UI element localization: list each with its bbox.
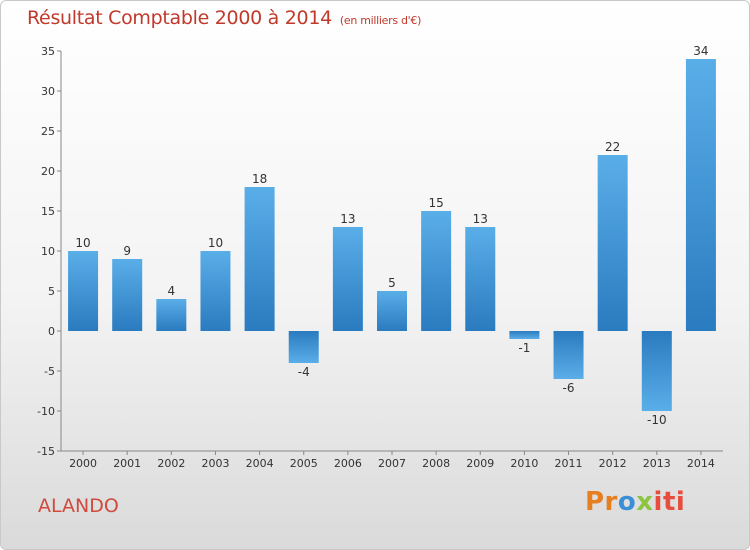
commune-name: ALANDO xyxy=(38,495,119,517)
data-label-2008: 15 xyxy=(428,196,443,210)
bar-2012 xyxy=(597,155,628,331)
chart-unit: (en milliers d'€) xyxy=(339,14,422,27)
x-tick-label: 2002 xyxy=(157,457,185,470)
y-tick-label: 20 xyxy=(41,165,55,178)
y-tick-label: 10 xyxy=(41,245,55,258)
bar-2008 xyxy=(421,211,452,331)
logo-part-3: x xyxy=(636,487,654,517)
x-tick-label: 2013 xyxy=(643,457,671,470)
data-label-2010: -1 xyxy=(518,341,530,355)
data-label-2002: 4 xyxy=(168,284,176,298)
data-label-2003: 10 xyxy=(208,236,223,250)
logo-part-4: iti xyxy=(653,487,686,517)
bar-2007 xyxy=(377,291,407,331)
y-tick-label: 15 xyxy=(41,205,55,218)
data-label-2014: 34 xyxy=(693,44,708,58)
y-tick-label: 30 xyxy=(41,85,55,98)
bar-2002 xyxy=(156,299,187,331)
logo-part-1: Pr xyxy=(585,487,618,517)
x-tick-label: 2000 xyxy=(69,457,97,470)
bar-2011 xyxy=(553,331,584,379)
y-tick-label: 25 xyxy=(41,125,55,138)
data-label-2001: 9 xyxy=(123,244,131,258)
y-tick-label: 0 xyxy=(48,325,55,338)
x-tick-label: 2004 xyxy=(246,457,274,470)
data-label-2000: 10 xyxy=(75,236,90,250)
x-tick-label: 2005 xyxy=(290,457,318,470)
y-tick-label: 5 xyxy=(48,285,55,298)
proxiti-logo: Proxiti xyxy=(585,487,685,517)
logo-part-2: o xyxy=(617,487,637,517)
x-tick-label: 2010 xyxy=(510,457,538,470)
x-tick-label: 2014 xyxy=(687,457,715,470)
data-label-2006: 13 xyxy=(340,212,355,226)
y-tick-label: -5 xyxy=(44,365,55,378)
x-tick-label: 2008 xyxy=(422,457,450,470)
x-tick-label: 2012 xyxy=(599,457,627,470)
bar-2009 xyxy=(465,227,496,331)
x-tick-label: 2006 xyxy=(334,457,362,470)
data-label-2005: -4 xyxy=(298,365,310,379)
bar-2004 xyxy=(244,187,275,331)
bar-2000 xyxy=(68,251,99,331)
bar-2005 xyxy=(288,331,319,363)
y-tick-label: 35 xyxy=(41,45,55,58)
bar-2014 xyxy=(685,59,716,331)
x-tick-label: 2011 xyxy=(555,457,583,470)
data-label-2004: 18 xyxy=(252,172,267,186)
chart-labels: 10 9 4 10 18 -4 13 5 15 13 -1 -6 22 -10 34 xyxy=(75,44,708,427)
chart-title: Résultat Comptable 2000 à 2014 (en millie… xyxy=(27,7,421,29)
data-label-2009: 13 xyxy=(473,212,488,226)
x-tick-label: 2009 xyxy=(466,457,494,470)
data-label-2013: -10 xyxy=(647,413,667,427)
bar-2001 xyxy=(112,259,143,331)
x-tick-label: 2001 xyxy=(113,457,141,470)
y-tick-label: -15 xyxy=(37,445,55,458)
bar-2006 xyxy=(332,227,363,331)
chart-bars xyxy=(68,59,716,411)
x-tick-label: 2007 xyxy=(378,457,406,470)
bar-2013 xyxy=(641,331,672,411)
bar-2003 xyxy=(200,251,231,331)
x-tick-label: 2003 xyxy=(201,457,229,470)
data-label-2007: 5 xyxy=(388,276,396,290)
data-label-2012: 22 xyxy=(605,140,620,154)
data-label-2011: -6 xyxy=(563,381,575,395)
chart-title-text: Résultat Comptable 2000 à 2014 xyxy=(27,7,332,29)
bar-2010 xyxy=(509,331,540,339)
y-tick-label: -10 xyxy=(37,405,55,418)
